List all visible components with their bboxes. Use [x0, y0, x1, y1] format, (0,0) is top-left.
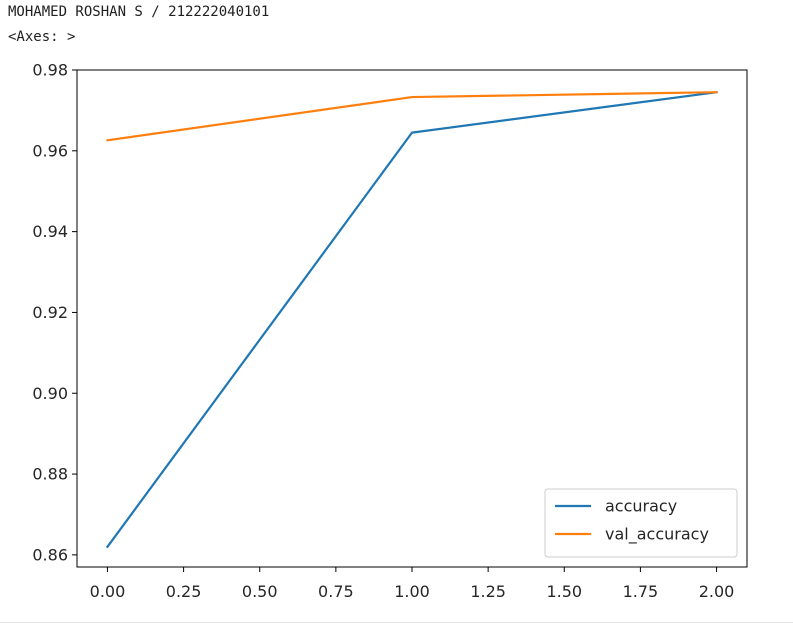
y-tick-label: 0.96	[32, 141, 68, 160]
legend: accuracy val_accuracy	[544, 488, 738, 558]
x-axis-ticks: 0.00 0.25 0.50 0.75 1.00 1.25 1.50 1.75 2.00	[90, 567, 735, 601]
x-tick-label: 0.25	[166, 582, 202, 601]
y-tick-label: 0.92	[32, 303, 68, 322]
legend-box	[544, 488, 738, 558]
plot-frame	[76, 69, 748, 568]
series-lines	[105, 90, 718, 549]
y-tick-label: 0.98	[32, 61, 68, 80]
x-tick-label: 1.50	[546, 582, 582, 601]
y-axis-ticks: 0.86 0.88 0.90 0.92 0.94 0.96 0.98	[32, 61, 77, 564]
y-tick-label: 0.94	[32, 222, 68, 241]
output-header-text: MOHAMED ROSHAN S / 212222040101	[8, 4, 270, 20]
x-tick-label: 1.00	[394, 582, 430, 601]
legend-label: val_accuracy	[605, 525, 709, 545]
x-tick-label: 0.50	[242, 582, 278, 601]
x-tick-label: 1.25	[470, 582, 506, 601]
x-tick-label: 1.75	[623, 582, 659, 601]
series-line-val-accuracy	[106, 91, 718, 142]
output-divider	[0, 622, 793, 623]
axes-repr-text: <Axes: >	[8, 29, 76, 45]
series-line-accuracy	[105, 90, 718, 549]
x-tick-label: 0.75	[318, 582, 354, 601]
x-tick-label: 2.00	[699, 582, 735, 601]
x-tick-label: 0.00	[90, 582, 126, 601]
y-tick-label: 0.88	[32, 465, 68, 484]
legend-label: accuracy	[605, 497, 677, 516]
y-tick-label: 0.86	[32, 545, 68, 564]
y-tick-label: 0.90	[32, 384, 68, 403]
